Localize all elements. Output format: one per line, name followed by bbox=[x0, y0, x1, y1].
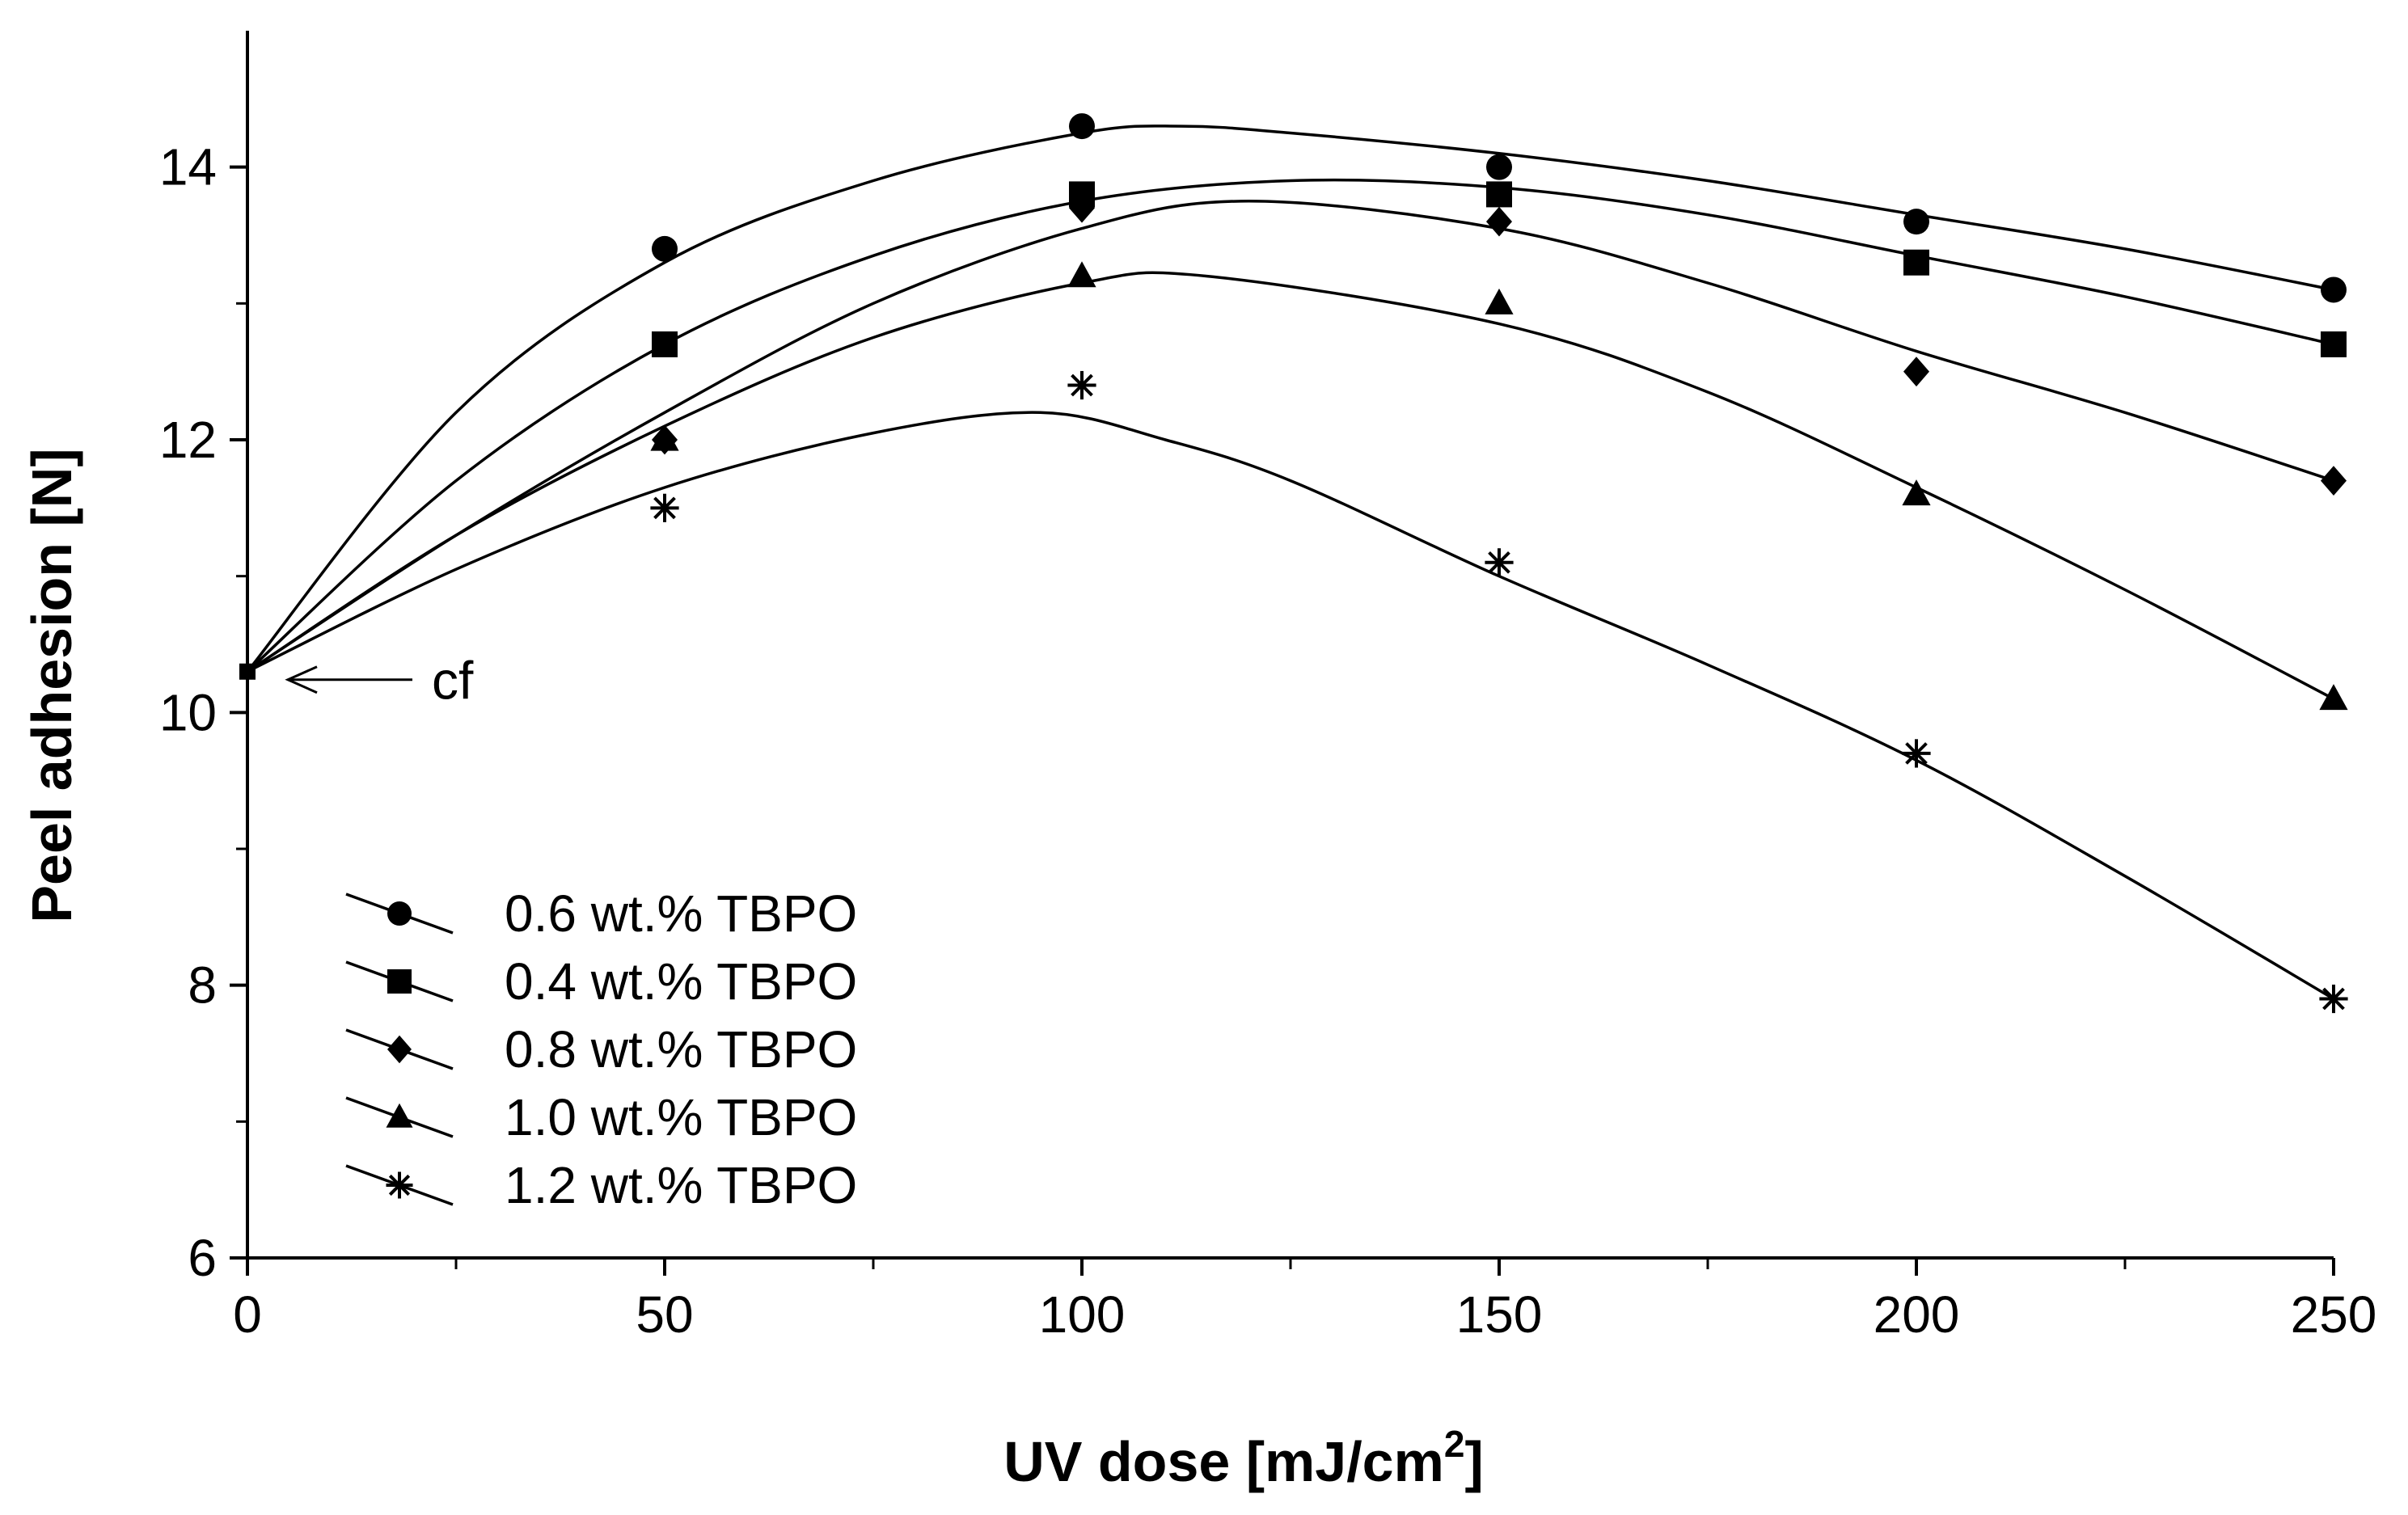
x-axis-title: UV dose [mJ/cm2] bbox=[1003, 1423, 1484, 1493]
legend: 0.6 wt.% TBPO 0.4 wt.% TBPO 0.8 wt.% TBPO 1… bbox=[345, 884, 857, 1214]
y-tick-label: 14 bbox=[159, 138, 217, 196]
marker-asterisk bbox=[650, 493, 679, 522]
marker-asterisk bbox=[1485, 548, 1514, 577]
marker-circle bbox=[1903, 209, 1929, 235]
y-tick-label: 6 bbox=[188, 1229, 217, 1287]
legend-label: 1.0 wt.% TBPO bbox=[505, 1088, 857, 1146]
fit-curve bbox=[246, 124, 2334, 673]
legend-label: 1.2 wt.% TBPO bbox=[505, 1156, 857, 1214]
marker-triangle bbox=[1902, 479, 1931, 506]
x-axis-title-main: UV dose [mJ/cm bbox=[1003, 1430, 1444, 1493]
marker-square bbox=[387, 969, 412, 994]
fit-curve bbox=[246, 178, 2334, 673]
series-points bbox=[652, 113, 2347, 303]
asterisk-stroke bbox=[1488, 551, 1510, 574]
x-tick-label: 150 bbox=[1456, 1285, 1543, 1344]
series-points bbox=[650, 370, 2348, 1014]
marker-asterisk bbox=[1067, 370, 1096, 400]
legend-item: 1.0 wt.% TBPO bbox=[345, 1088, 857, 1146]
legend-item: 0.8 wt.% TBPO bbox=[345, 1020, 857, 1078]
marker-triangle bbox=[386, 1103, 413, 1128]
marker-diamond bbox=[2321, 466, 2347, 496]
data-points bbox=[239, 113, 2348, 1014]
marker-diamond bbox=[387, 1035, 412, 1064]
marker-asterisk bbox=[1902, 739, 1931, 768]
annotation-label: cf bbox=[432, 651, 474, 711]
marker-square bbox=[1903, 249, 1929, 276]
series-points bbox=[650, 261, 2348, 711]
asterisk-stroke bbox=[1905, 742, 1928, 765]
marker-circle bbox=[1069, 113, 1095, 140]
y-axis-title: Peel adhesion [N] bbox=[20, 448, 83, 922]
asterisk-stroke bbox=[653, 496, 676, 520]
marker-circle bbox=[1486, 154, 1512, 180]
series-points bbox=[652, 192, 2347, 496]
marker-triangle bbox=[1067, 261, 1096, 288]
asterisk-stroke bbox=[1071, 373, 1093, 397]
series-points bbox=[652, 181, 2347, 357]
marker-asterisk bbox=[2319, 984, 2348, 1014]
marker-square bbox=[652, 331, 678, 357]
marker-circle bbox=[387, 901, 412, 926]
marker-triangle bbox=[1485, 288, 1514, 314]
x-axis-title-sup: 2 bbox=[1444, 1423, 1465, 1465]
x-tick-label: 200 bbox=[1874, 1285, 1960, 1344]
legend-item: 0.6 wt.% TBPO bbox=[345, 884, 857, 943]
fit-curve bbox=[247, 271, 2334, 701]
legend-label: 0.6 wt.% TBPO bbox=[505, 884, 857, 943]
fit-curve bbox=[247, 411, 2334, 1001]
marker-diamond bbox=[1486, 206, 1512, 237]
y-tick-label: 10 bbox=[159, 683, 217, 741]
x-axis-title-close: ] bbox=[1464, 1430, 1483, 1493]
x-tick-label: 50 bbox=[636, 1285, 693, 1344]
annotation: cf bbox=[285, 651, 474, 711]
y-tick-label: 12 bbox=[159, 411, 217, 469]
x-tick-label: 0 bbox=[233, 1285, 262, 1344]
asterisk-stroke bbox=[388, 1174, 411, 1196]
fit-curves bbox=[246, 124, 2334, 1001]
fit-curve bbox=[247, 200, 2334, 673]
legend-label: 0.8 wt.% TBPO bbox=[505, 1020, 857, 1078]
marker-triangle bbox=[2319, 684, 2348, 711]
marker-square bbox=[2321, 331, 2347, 357]
asterisk-stroke bbox=[2322, 987, 2345, 1011]
marker-asterisk bbox=[386, 1171, 413, 1199]
x-tick-label: 100 bbox=[1039, 1285, 1126, 1344]
x-tick-label: 250 bbox=[2291, 1285, 2377, 1344]
y-tick-label: 8 bbox=[188, 956, 217, 1015]
marker-diamond bbox=[1903, 357, 1929, 387]
marker-triangle bbox=[650, 424, 679, 451]
marker-diamond bbox=[1069, 192, 1095, 223]
annotation-arrow-head bbox=[285, 665, 318, 694]
start-point-marker bbox=[239, 663, 256, 680]
marker-circle bbox=[652, 235, 678, 262]
axes: 0 50 100 150 200 250 6 8 10 12 14 bbox=[159, 31, 2377, 1344]
legend-item: 0.4 wt.% TBPO bbox=[345, 952, 857, 1011]
legend-label: 0.4 wt.% TBPO bbox=[505, 952, 857, 1011]
marker-circle bbox=[2321, 276, 2347, 303]
legend-item: 1.2 wt.% TBPO bbox=[345, 1156, 857, 1214]
marker-square bbox=[1486, 181, 1512, 208]
